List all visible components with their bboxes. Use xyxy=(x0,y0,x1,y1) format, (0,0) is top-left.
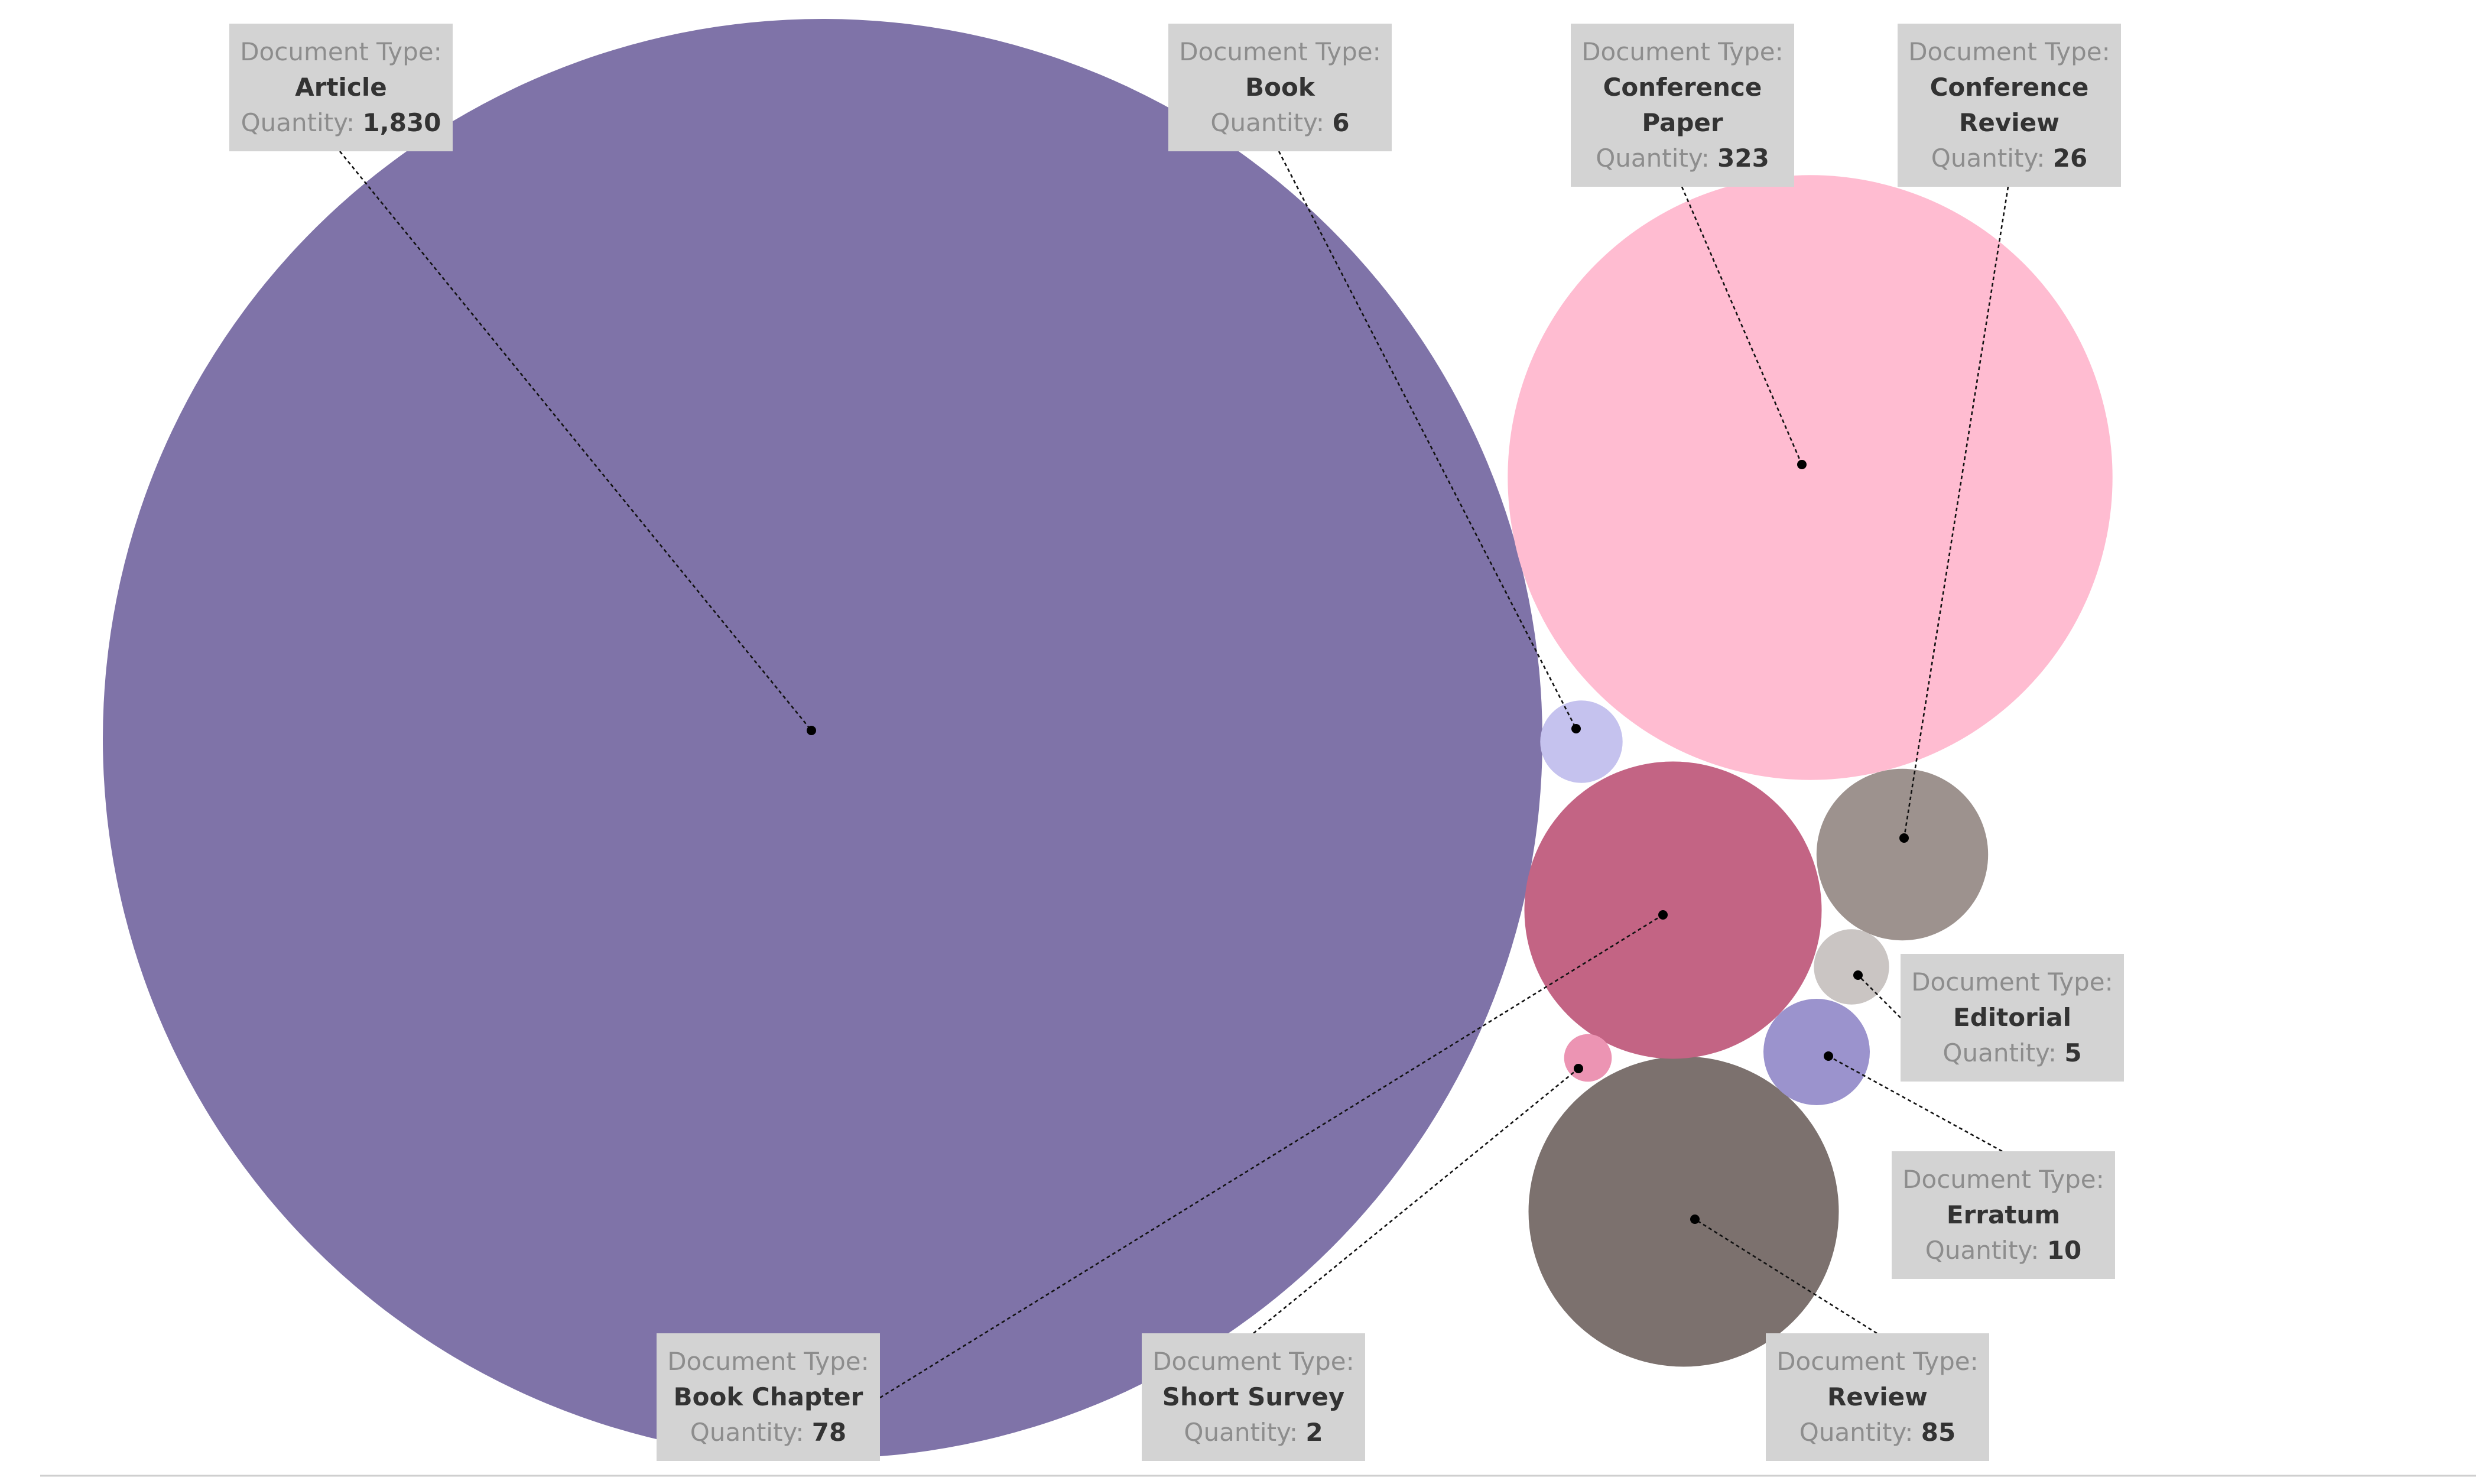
tooltip-review: Document Type: Review Quantity: 85 xyxy=(1766,1333,1989,1461)
anchor-dot-review xyxy=(1690,1215,1700,1224)
anchor-dot-article xyxy=(807,726,816,735)
tooltip-conference-paper: Document Type: Conference Paper Quantity: 3… xyxy=(1571,24,1794,187)
tooltip-type-key: Document Type: xyxy=(1908,37,2110,66)
tooltip-quantity: Quantity: 1,830 xyxy=(241,108,441,137)
tooltip-box xyxy=(229,24,453,151)
tooltip-type-value: Book Chapter xyxy=(674,1382,863,1411)
leader-line-review xyxy=(1694,1218,1877,1334)
tooltip-box xyxy=(1901,954,2124,1082)
tooltip-type-value: Paper xyxy=(1642,108,1723,137)
tooltip-quantity: Quantity: 78 xyxy=(690,1418,846,1447)
tooltip-type-value: Review xyxy=(1959,108,2060,137)
tooltip-quantity: Quantity: 2 xyxy=(1184,1418,1323,1447)
tooltip-quantity: Quantity: 85 xyxy=(1799,1418,1955,1447)
tooltip-type-key: Document Type: xyxy=(240,37,442,66)
bubble-erratum[interactable] xyxy=(1763,999,1870,1105)
tooltip-type-value: Review xyxy=(1827,1382,1928,1411)
tooltip-short-survey: Document Type: Short Survey Quantity: 2 xyxy=(1142,1333,1365,1461)
tooltip-type-value: Conference xyxy=(1603,73,1762,102)
anchor-dot-erratum xyxy=(1824,1051,1833,1061)
tooltip-box xyxy=(657,1333,880,1461)
tooltip-box xyxy=(1892,1151,2115,1279)
bubble-book[interactable] xyxy=(1540,700,1623,783)
leader-line-conference-paper xyxy=(1681,186,1803,465)
tooltip-type-value: Short Survey xyxy=(1162,1382,1345,1411)
tooltip-type-value: Article xyxy=(295,73,386,102)
tooltip-quantity: Quantity: 6 xyxy=(1210,108,1349,137)
anchor-dot-conference-paper xyxy=(1797,460,1807,469)
tooltip-conference-review: Document Type: Conference Review Quantity: … xyxy=(1898,24,2121,187)
tooltip-quantity: Quantity: 10 xyxy=(1925,1236,2081,1265)
tooltip-type-key: Document Type: xyxy=(667,1347,869,1376)
tooltip-type-key: Document Type: xyxy=(1581,37,1784,66)
anchor-dot-editorial xyxy=(1853,970,1863,980)
tooltip-type-key: Document Type: xyxy=(1911,967,2113,996)
tooltip-box xyxy=(1898,24,2121,187)
tooltip-type-value: Editorial xyxy=(1953,1003,2071,1032)
tooltip-box xyxy=(1766,1333,1989,1461)
tooltip-type-key: Document Type: xyxy=(1902,1165,2104,1194)
bubble-review[interactable] xyxy=(1528,1056,1839,1367)
leader-line-book xyxy=(1278,151,1577,729)
bubble-conference-review[interactable] xyxy=(1816,768,1989,941)
bubble-conference-paper[interactable] xyxy=(1508,175,2113,780)
leader-line-short-survey xyxy=(1253,1067,1579,1334)
anchor-dot-book-chapter xyxy=(1658,910,1668,920)
tooltip-type-key: Document Type: xyxy=(1179,37,1381,66)
leader-line-erratum xyxy=(1828,1055,2003,1152)
tooltip-type-value: Erratum xyxy=(1947,1200,2060,1229)
tooltip-type-value: Conference xyxy=(1930,73,2089,102)
leader-line-conference-review xyxy=(1903,186,2009,839)
tooltip-quantity: Quantity: 323 xyxy=(1596,144,1769,173)
anchor-dot-conference-review xyxy=(1899,833,1909,843)
anchor-dot-short-survey xyxy=(1574,1064,1583,1073)
bubbles-layer xyxy=(103,19,2113,1459)
tooltip-editorial: Document Type: Editorial Quantity: 5 xyxy=(1901,954,2124,1082)
tooltip-type-key: Document Type: xyxy=(1152,1347,1354,1376)
tooltip-quantity: Quantity: 5 xyxy=(1942,1038,2081,1067)
bubble-article[interactable] xyxy=(103,19,1542,1459)
tooltip-box xyxy=(1168,24,1392,151)
tooltip-article: Document Type: Article Quantity: 1,830 xyxy=(229,24,453,151)
leader-lines-layer xyxy=(339,151,2009,1399)
tooltip-type-value: Book xyxy=(1245,73,1315,102)
tooltip-box xyxy=(1571,24,1794,187)
tooltip-book-chapter: Document Type: Book Chapter Quantity: 78 xyxy=(657,1333,880,1461)
tooltip-box xyxy=(1142,1333,1365,1461)
tooltip-book: Document Type: Book Quantity: 6 xyxy=(1168,24,1392,151)
tooltip-erratum: Document Type: Erratum Quantity: 10 xyxy=(1892,1151,2115,1279)
bubble-editorial[interactable] xyxy=(1814,929,1889,1005)
leader-line-editorial xyxy=(1857,975,1901,1018)
bubble-book-chapter[interactable] xyxy=(1524,761,1822,1059)
leader-line-article xyxy=(339,151,813,731)
tooltip-quantity: Quantity: 26 xyxy=(1931,144,2087,173)
anchor-dot-book xyxy=(1571,724,1581,733)
tooltip-type-key: Document Type: xyxy=(1776,1347,1979,1376)
